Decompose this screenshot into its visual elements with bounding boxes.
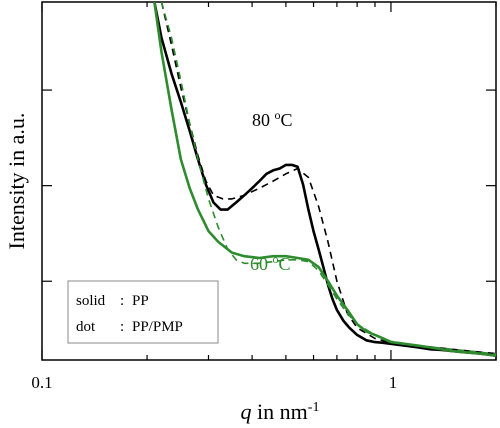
series-line-3 xyxy=(160,1,497,356)
annotation-60C: 60 oC xyxy=(250,252,291,274)
legend-box xyxy=(67,280,219,344)
x-axis-label: q in nm-1 xyxy=(241,399,320,424)
series-line-2 xyxy=(153,1,497,357)
annotation-80C: 80 oC xyxy=(252,108,293,130)
axis-ticks xyxy=(41,2,497,360)
legend-line-solid: solid : PP xyxy=(76,293,149,309)
series-line-0 xyxy=(153,1,497,357)
series-line-1 xyxy=(160,1,497,355)
legend: solid : PP dot : PP/PMP xyxy=(67,280,219,344)
series-layer xyxy=(153,1,497,357)
x-tick-label-0.1: 0.1 xyxy=(31,373,52,392)
plot-frame xyxy=(41,1,497,361)
x-tick-label-1: 1 xyxy=(389,373,398,392)
y-axis-label: Intensity in a.u. xyxy=(4,113,29,250)
legend-line-dot: dot : PP/PMP xyxy=(76,319,183,335)
